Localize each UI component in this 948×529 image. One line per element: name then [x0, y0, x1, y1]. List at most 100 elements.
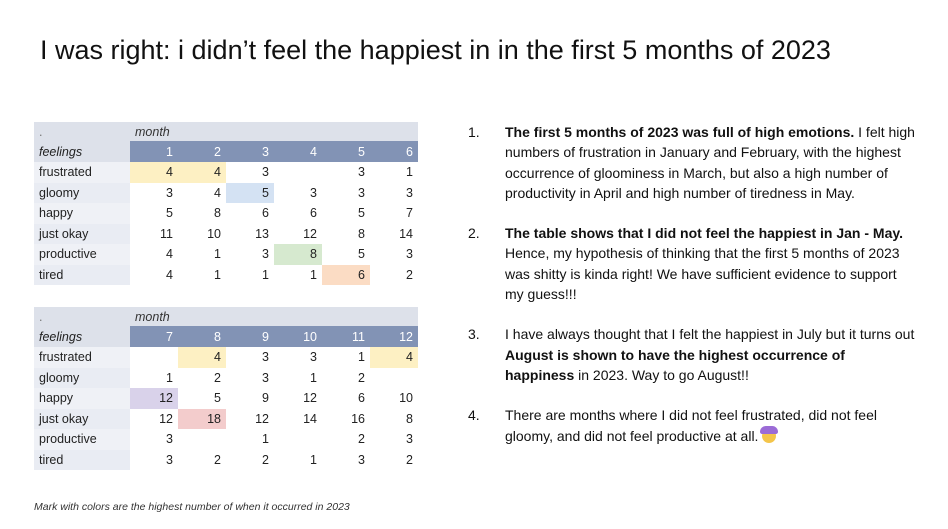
cell-highlighted: 4 — [178, 347, 226, 368]
cell: 16 — [351, 411, 365, 426]
cell: 5 — [214, 391, 221, 406]
list-number: 3. — [468, 326, 480, 343]
cell: 5 — [358, 206, 365, 221]
table-corner: . — [34, 122, 130, 141]
cell-highlighted: 8 — [274, 244, 322, 265]
cell: 3 — [358, 452, 365, 467]
body-text: I have always thought that I felt the ha… — [505, 326, 915, 343]
row-label: frustrated — [34, 162, 130, 183]
month-header: 4 — [274, 141, 322, 162]
cell: 4 — [214, 185, 221, 200]
table-row: gloomy 3 4 5 3 3 3 — [34, 182, 418, 203]
table-row: tired 3 2 2 1 3 2 — [34, 449, 418, 470]
bold-text: The first 5 months of 2023 was full of h… — [505, 124, 855, 140]
cell: 5 — [166, 206, 173, 221]
table-row: tired 4 1 1 1 6 2 — [34, 264, 418, 285]
cell: 3 — [406, 247, 413, 262]
row-label: just okay — [34, 223, 130, 244]
table-row: happy 12 5 9 12 6 10 — [34, 388, 418, 409]
table-row: happy 5 8 6 6 5 7 — [34, 203, 418, 224]
month-header: 7 — [130, 326, 178, 347]
cell: 2 — [406, 452, 413, 467]
cell: 2 — [358, 432, 365, 447]
row-label: gloomy — [34, 182, 130, 203]
cell: 3 — [406, 432, 413, 447]
table-row: productive 3 1 2 3 — [34, 429, 418, 450]
feelings-table-jul-dec: . month feelings 7 8 9 10 11 12 frustrat… — [34, 307, 418, 470]
row-label: happy — [34, 388, 130, 409]
month-header: 8 — [178, 326, 226, 347]
cell-highlighted: 4 — [370, 347, 418, 368]
cell: 6 — [310, 206, 317, 221]
cell: 10 — [399, 391, 413, 406]
cell — [178, 429, 226, 450]
table-row: just okay 11 10 13 12 8 14 — [34, 223, 418, 244]
cell — [370, 368, 418, 389]
table-row: just okay 12 18 12 14 16 8 — [34, 408, 418, 429]
person-gesturing-no-emoji-icon — [760, 425, 779, 443]
month-header: 6 — [370, 141, 418, 162]
cell: 1 — [358, 350, 365, 365]
cell: 1 — [310, 267, 317, 282]
row-label: productive — [34, 244, 130, 265]
list-item: 2. The table shows that I did not feel t… — [468, 223, 918, 304]
cell: 3 — [406, 185, 413, 200]
cell: 1 — [262, 432, 269, 447]
cell: 3 — [358, 185, 365, 200]
feelings-header: feelings — [34, 326, 130, 347]
month-header: 3 — [226, 141, 274, 162]
table-row: frustrated 4 4 3 3 1 — [34, 162, 418, 183]
cell: 13 — [255, 226, 269, 241]
row-label: tired — [34, 449, 130, 470]
cell: 2 — [406, 267, 413, 282]
body-text: Hence, my hypothesis of thinking that th… — [505, 245, 900, 303]
body-text: I felt high numbers of frustration in Ja… — [505, 124, 915, 201]
cell: 3 — [166, 452, 173, 467]
cell — [274, 162, 322, 183]
list-number: 4. — [468, 407, 480, 424]
cell: 12 — [303, 391, 317, 406]
cell: 3 — [262, 370, 269, 385]
cell-highlighted: 4 — [178, 162, 226, 183]
cell: 8 — [358, 226, 365, 241]
table-row: frustrated 4 3 3 1 4 — [34, 347, 418, 368]
cell: 3 — [262, 247, 269, 262]
month-header: 2 — [178, 141, 226, 162]
cell: 1 — [214, 247, 221, 262]
month-header: 5 — [322, 141, 370, 162]
cell-highlighted: 5 — [226, 182, 274, 203]
footnote: Mark with colors are the highest number … — [34, 501, 350, 513]
row-label: productive — [34, 429, 130, 450]
cell: 12 — [255, 411, 269, 426]
cell: 5 — [358, 247, 365, 262]
cell: 1 — [310, 370, 317, 385]
cell — [274, 429, 322, 450]
cell: 1 — [214, 267, 221, 282]
cell: 3 — [166, 185, 173, 200]
cell: 2 — [358, 370, 365, 385]
list-item: 3. I have always thought that I felt the… — [468, 324, 918, 385]
cell-highlighted: 4 — [130, 162, 178, 183]
cell — [130, 347, 178, 368]
cell: 6 — [262, 206, 269, 221]
cell: 4 — [166, 267, 173, 282]
table-corner: . — [34, 307, 130, 326]
bold-text: The table shows that I did not feel the … — [505, 225, 904, 242]
body-text: in 2023. Way to go August!! — [574, 366, 749, 383]
cell: 1 — [310, 452, 317, 467]
cell: 6 — [358, 391, 365, 406]
body-text: There are months where I did not feel fr… — [505, 407, 877, 444]
month-header: 9 — [226, 326, 274, 347]
feelings-table-jan-jun: . month feelings 1 2 3 4 5 6 frustrated … — [34, 122, 418, 285]
cell: 2 — [214, 370, 221, 385]
cell: 1 — [262, 267, 269, 282]
cell: 1 — [166, 370, 173, 385]
row-label: just okay — [34, 408, 130, 429]
row-label: tired — [34, 264, 130, 285]
cell: 9 — [262, 391, 269, 406]
cell: 1 — [406, 165, 413, 180]
cell: 3 — [310, 185, 317, 200]
list-number: 2. — [468, 225, 480, 242]
month-header: 10 — [274, 326, 322, 347]
cell: 3 — [262, 350, 269, 365]
